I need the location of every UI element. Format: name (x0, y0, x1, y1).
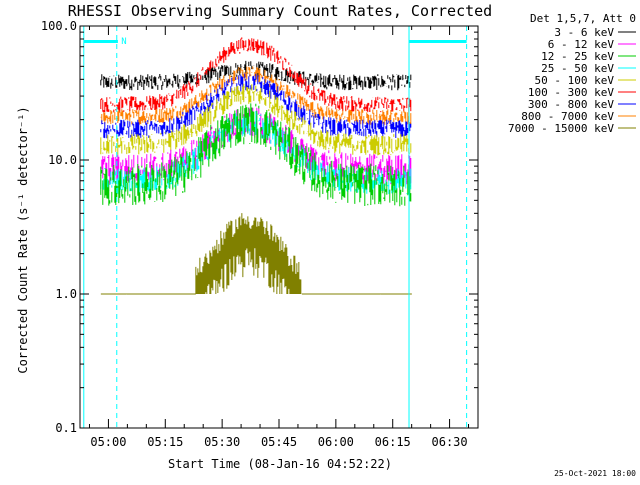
axes: 100.0 10.0 1.0 0.1 05:00 05:15 05:30 05:45 06:00… (41, 19, 479, 449)
series-300-800-kev-line (100, 73, 412, 139)
y-tick-label: 1.0 (55, 287, 77, 301)
y-tick-label: 0.1 (55, 421, 77, 435)
legend-title: Det 1,5,7, Att 0 (530, 12, 636, 25)
legend-entry-label: 3 - 6 keV (554, 26, 614, 39)
x-tick-label: 05:30 (204, 435, 240, 449)
plot-area: N (83, 26, 468, 428)
series-12-25-kev-line (100, 103, 412, 207)
series-800-7000-kev-line (100, 66, 412, 125)
night-flag-label: N (121, 37, 126, 47)
x-tick-label: 05:45 (261, 435, 297, 449)
legend-entry-label: 300 - 800 keV (528, 98, 614, 111)
legend-entry-label: 7000 - 15000 keV (508, 122, 614, 135)
plot-frame (79, 25, 479, 429)
legend-entry-label: 800 - 7000 keV (521, 110, 614, 123)
x-tick-label: 06:30 (432, 435, 468, 449)
legend-entry-label: 100 - 300 keV (528, 86, 614, 99)
y-axis-label: Corrected Count Rate (s⁻¹ detector⁻¹) (16, 106, 30, 373)
series-100-300-kev-line (100, 37, 412, 113)
night-bar (83, 40, 118, 43)
footer-timestamp: 25-Oct-2021 18:00 (554, 469, 636, 478)
legend-entry-label: 50 - 100 keV (535, 74, 615, 87)
series-50-100-kev-line (100, 83, 412, 156)
legend-entry-label: 25 - 50 keV (541, 62, 614, 75)
y-tick-label: 100.0 (41, 19, 77, 33)
y-tick-label: 10.0 (48, 153, 77, 167)
night-bar (409, 40, 467, 43)
chart-title: RHESSI Observing Summary Count Rates, Co… (68, 2, 492, 20)
x-tick-label: 05:15 (147, 435, 183, 449)
series-7000-15000-kev-line (100, 213, 412, 295)
legend-entry-label: 12 - 25 keV (541, 50, 614, 63)
x-tick-label: 06:00 (318, 435, 354, 449)
x-axis-label: Start Time (08-Jan-16 04:52:22) (168, 457, 392, 471)
x-tick-label: 05:00 (90, 435, 126, 449)
legend-entry-label: 6 - 12 keV (548, 38, 615, 51)
x-tick-label: 06:15 (375, 435, 411, 449)
